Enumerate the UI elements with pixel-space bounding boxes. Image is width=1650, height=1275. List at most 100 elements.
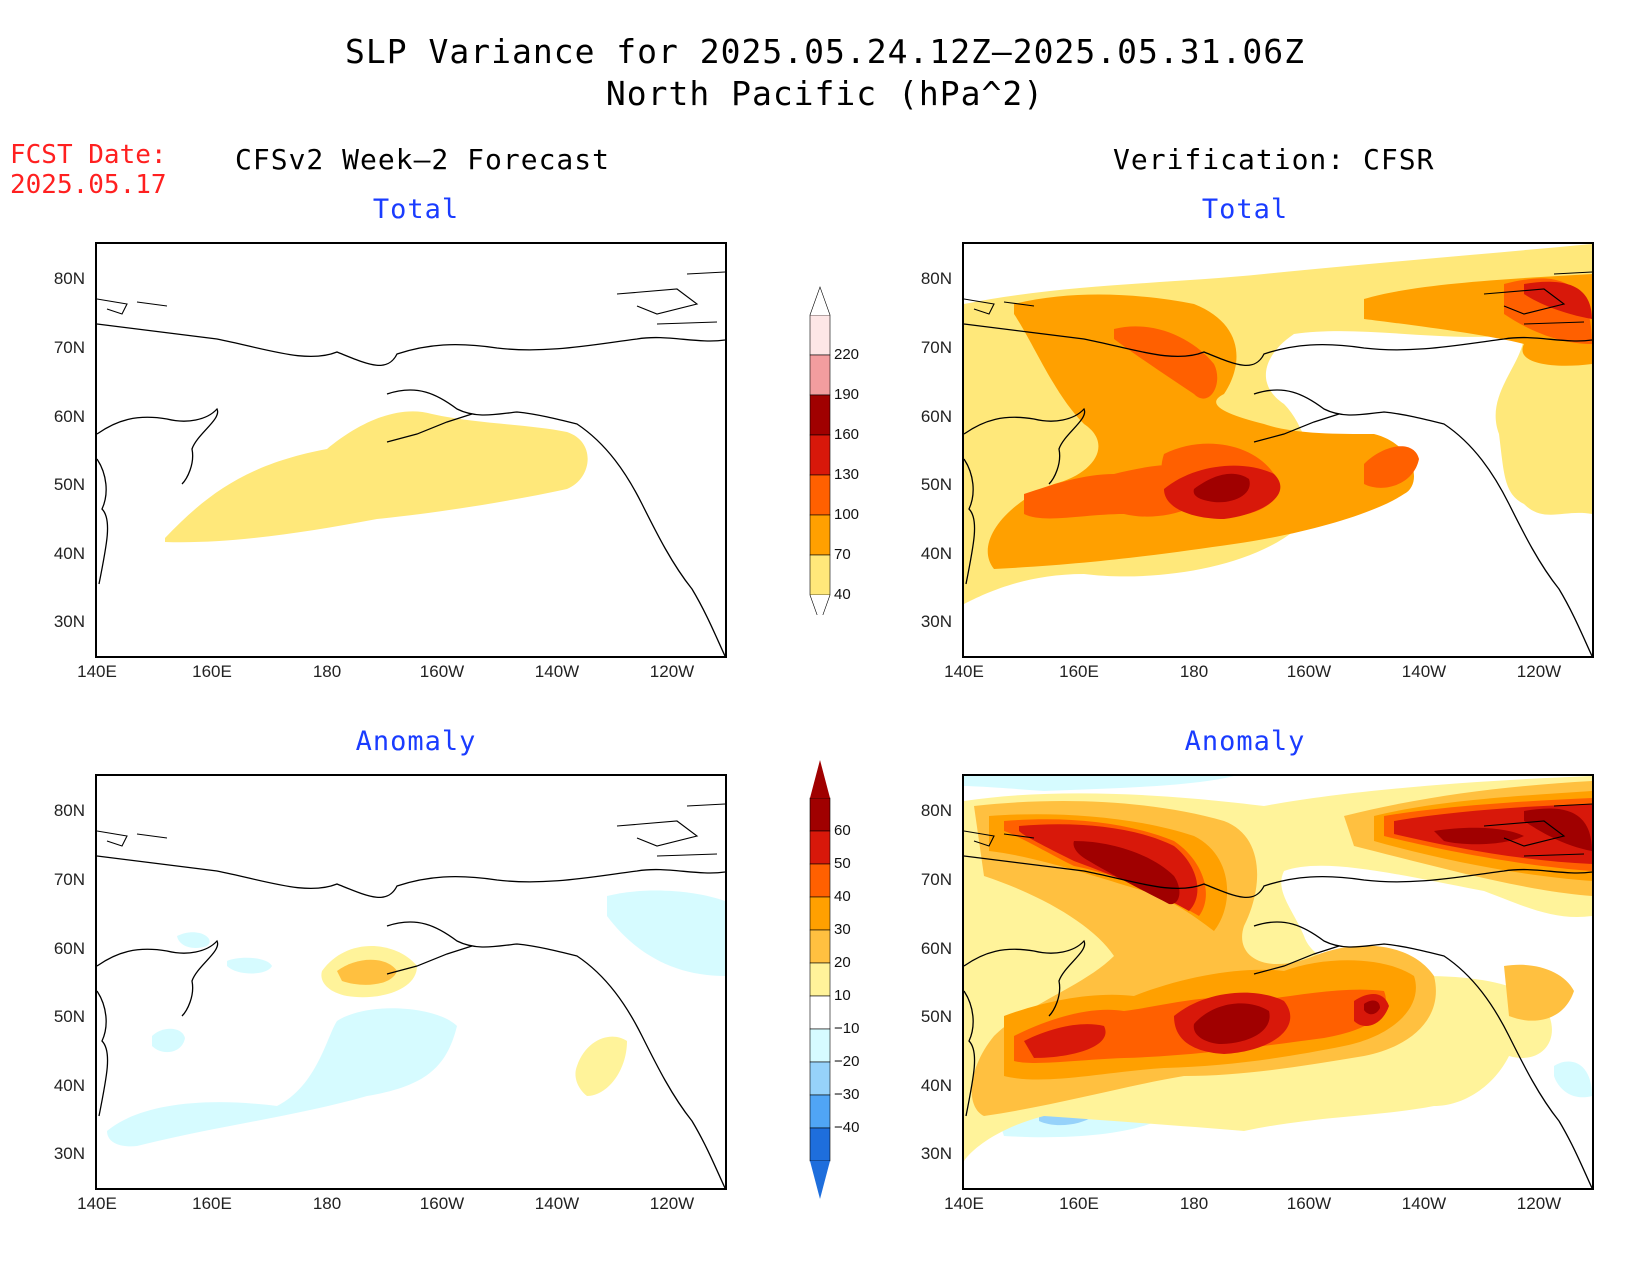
map-panel-verif-total [962, 242, 1594, 658]
lon-tick-label: 120W [649, 1194, 695, 1213]
colorbar-swatch [809, 1061, 831, 1096]
colorbar-label: 100 [834, 506, 860, 523]
lon-tick-label: 140E [944, 662, 984, 681]
colorbar-label: 220 [834, 346, 860, 363]
colorbar-label: 10 [834, 987, 851, 1004]
lat-tick-label: 50N [53, 1007, 85, 1026]
colorbar-label: −10 [834, 1020, 860, 1037]
colorbar-swatch [809, 896, 831, 931]
colorbar-arrow-bottom [810, 1161, 830, 1199]
subtitle-fcst-total: Total [372, 194, 460, 225]
coast-alaska [386, 389, 725, 656]
left-column-title: CFSv2 Week—2 Forecast [235, 143, 611, 176]
colorbar-label: −20 [834, 1053, 860, 1070]
subtitle-verif-anomaly: Anomaly [1184, 726, 1306, 757]
lat-tick-label: 60N [53, 407, 85, 426]
lat-tick-label: 30N [53, 1144, 85, 1163]
arctic-islands [97, 803, 725, 857]
lat-tick-label: 30N [920, 612, 952, 631]
lat-tick-label: 30N [920, 1144, 952, 1163]
lon-tick-label: 120W [1516, 1194, 1562, 1213]
contour-neg10-neg20 [964, 776, 1234, 791]
contour-neg10-neg20 [107, 1008, 457, 1147]
contour-160-190 [1193, 473, 1250, 503]
colorbar-swatch [809, 797, 831, 832]
lat-tick-label: 70N [53, 338, 85, 357]
colorbar-label: 70 [834, 546, 851, 563]
lon-tick-label: 180 [312, 1194, 342, 1213]
colorbar-swatch [809, 1094, 831, 1129]
colorbar-swatch [809, 1127, 831, 1162]
colorbar-swatch [809, 514, 831, 556]
colorbar-swatch [809, 554, 831, 596]
map-panel-fcst-anomaly [95, 774, 727, 1190]
contour-neg10-neg20 [152, 1028, 185, 1053]
lon-tick-label: 160W [419, 662, 465, 681]
lat-tick-label: 80N [53, 801, 85, 820]
lon-tick-label: 180 [1179, 662, 1209, 681]
lon-tick-label: 140E [944, 1194, 984, 1213]
colorbar-label: 30 [834, 921, 851, 938]
lon-tick-label: 120W [1516, 662, 1562, 681]
right-column-title: Verification: CFSR [1113, 143, 1435, 176]
lat-tick-label: 70N [920, 870, 952, 889]
figure-title-line1: SLP Variance for 2025.05.24.12Z—2025.05.… [345, 32, 1305, 71]
colorbar-swatch [809, 474, 831, 516]
lon-tick-label: 180 [1179, 1194, 1209, 1213]
map-panel-verif-anomaly [962, 774, 1594, 1190]
fcst-date-label: FCST Date: [10, 140, 167, 170]
contour-10-20 [575, 1036, 627, 1096]
coast-arctic [97, 323, 725, 366]
subtitle-fcst-anomaly: Anomaly [355, 726, 477, 757]
colorbar-swatch [809, 354, 831, 396]
aleutians [1253, 945, 1340, 975]
coast-arctic [964, 855, 1592, 898]
lon-tick-label: 160E [192, 662, 232, 681]
arctic-islands [964, 271, 1592, 325]
lat-tick-label: 60N [53, 939, 85, 958]
aleutians [386, 945, 473, 975]
arctic-islands [964, 803, 1592, 857]
lat-tick-label: 80N [920, 801, 952, 820]
lon-tick-label: 140W [534, 662, 580, 681]
lon-tick-label: 140W [1401, 662, 1447, 681]
coast-alaska [1253, 921, 1592, 1188]
lat-tick-label: 70N [920, 338, 952, 357]
colorbar-anomaly [809, 760, 831, 1199]
coast-asia [97, 939, 219, 1117]
contour-100-130 [1024, 278, 1592, 519]
coast-asia [97, 407, 219, 585]
lat-tick-label: 70N [53, 870, 85, 889]
lat-tick-label: 50N [920, 475, 952, 494]
lon-tick-label: 140W [1401, 1194, 1447, 1213]
coast-alaska [386, 921, 725, 1188]
arctic-islands [97, 271, 725, 325]
contour-neg10-neg20 [607, 890, 725, 976]
aleutians [386, 413, 473, 443]
lon-tick-label: 160W [1286, 662, 1332, 681]
colorbar-swatch [809, 394, 831, 436]
colorbar-swatch [809, 830, 831, 865]
lat-tick-label: 40N [53, 1076, 85, 1095]
colorbar-label: −30 [834, 1086, 860, 1103]
lat-tick-label: 50N [920, 1007, 952, 1026]
coast-arctic [964, 323, 1592, 366]
lon-tick-label: 140E [77, 1194, 117, 1213]
coast-asia [964, 407, 1086, 585]
colorbar-swatch [809, 863, 831, 898]
lat-tick-label: 80N [53, 269, 85, 288]
colorbar-swatch [809, 314, 831, 356]
aleutians [1253, 413, 1340, 443]
lon-tick-label: 140E [77, 662, 117, 681]
map-panel-fcst-total [95, 242, 727, 658]
lat-tick-label: 60N [920, 939, 952, 958]
contour-40-70 [165, 411, 588, 543]
lat-tick-label: 40N [920, 1076, 952, 1095]
coast-alaska [1253, 389, 1592, 656]
colorbar-swatch [809, 434, 831, 476]
colorbar-swatch [809, 962, 831, 997]
lat-tick-label: 60N [920, 407, 952, 426]
lat-tick-label: 30N [53, 612, 85, 631]
colorbar-label: 160 [834, 426, 860, 443]
lat-tick-label: 40N [920, 544, 952, 563]
